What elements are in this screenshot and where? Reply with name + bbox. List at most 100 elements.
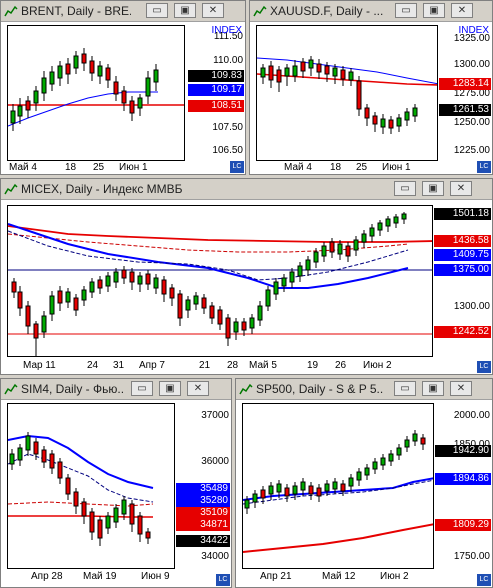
chart-window-xauusd[interactable]: XAUUSD.F, Daily - ... ▭ ▣ ✕	[249, 0, 493, 175]
minimize-button[interactable]: ▭	[394, 181, 416, 196]
time-label: 26	[335, 360, 347, 371]
chart-window-sp500[interactable]: SP500, Daily - S & P 5... ▭ ▣ ✕	[235, 378, 493, 588]
minimize-button[interactable]: ▭	[395, 3, 417, 18]
chart-icon	[4, 183, 18, 195]
chart-corner-icon[interactable]: LC	[477, 574, 491, 586]
window-titlebar[interactable]: MICEX, Daily - Индекс ММВБ ▭ ▣ ✕	[1, 179, 492, 200]
chart-window-brent[interactable]: BRENT, Daily - BRE... ▭ ▣ ✕	[0, 0, 246, 175]
price-plot[interactable]	[256, 25, 438, 161]
time-axis: Мар 11 24 31 Апр 7 21 28 Май 5 19 26 Июн…	[7, 359, 433, 373]
chart-corner-icon[interactable]: LC	[216, 574, 230, 586]
chart-window-sim4[interactable]: SIM4, Daily - Фью... ▭ ▣ ✕	[0, 378, 232, 588]
window-title: SP500, Daily - S & P 5...	[256, 382, 384, 396]
time-label: Июн 2	[363, 360, 392, 371]
time-axis: Апр 21 Май 12 Июн 2	[242, 570, 434, 584]
time-label: Июн 1	[119, 162, 148, 173]
chart-icon	[4, 383, 18, 395]
maximize-button[interactable]: ▣	[423, 3, 445, 18]
time-axis: Май 4 18 25 Июн 1	[7, 161, 185, 174]
window-titlebar[interactable]: XAUUSD.F, Daily - ... ▭ ▣ ✕	[250, 1, 492, 22]
time-label: 21	[199, 360, 211, 371]
time-label: 18	[65, 162, 77, 173]
price-tag: 34871	[176, 519, 230, 531]
price-tag: 1894.86	[435, 473, 491, 485]
price-tag: 35109	[176, 507, 230, 519]
time-label: Май 4	[9, 162, 37, 173]
time-label: 24	[87, 360, 99, 371]
price-tick: 110.00	[213, 55, 243, 66]
close-button[interactable]: ✕	[187, 381, 209, 396]
price-tick: 1250.00	[453, 117, 490, 128]
time-label: 28	[227, 360, 239, 371]
price-tick: 37000	[201, 410, 229, 421]
chart-window-micex[interactable]: MICEX, Daily - Индекс ММВБ ▭ ▣ ✕	[0, 178, 493, 375]
price-tick: 36000	[201, 456, 229, 467]
chart-icon	[4, 5, 18, 17]
price-tick: 107.50	[212, 122, 243, 133]
price-tag: 1261.53	[439, 104, 491, 116]
window-titlebar[interactable]: SP500, Daily - S & P 5... ▭ ▣ ✕	[236, 379, 492, 400]
minimize-button[interactable]: ▭	[131, 381, 153, 396]
price-plot[interactable]	[7, 205, 433, 357]
price-tick: 1850.00	[454, 439, 490, 450]
close-button[interactable]: ✕	[450, 381, 472, 396]
price-scale: 1325.00 1300.00 1275.00 1250.00 1225.00 …	[438, 25, 492, 161]
maximize-button[interactable]: ▣	[422, 381, 444, 396]
price-chart-svg	[8, 48, 184, 131]
time-label: Июн 2	[380, 571, 409, 582]
time-label: Май 12	[322, 571, 356, 582]
maximize-button[interactable]: ▣	[422, 181, 444, 196]
close-button[interactable]: ✕	[451, 3, 473, 18]
time-label: 19	[307, 360, 319, 371]
price-tag: 1409.75	[434, 249, 491, 261]
price-tag: 1501.18	[434, 208, 491, 220]
price-tick: 34000	[201, 551, 229, 562]
price-chart-svg	[8, 432, 154, 546]
price-chart-svg	[257, 56, 437, 134]
price-tick: 1225.00	[453, 145, 490, 156]
price-tag: 34422	[176, 535, 230, 547]
time-axis: Апр 28 Май 19 Июн 9	[7, 570, 175, 584]
chart-corner-icon[interactable]: LC	[477, 361, 491, 373]
chart-icon	[239, 383, 253, 395]
chart-icon	[253, 5, 267, 17]
time-axis: Май 4 18 25 Июн 1	[256, 161, 438, 174]
chart-corner-icon[interactable]: LC	[477, 161, 491, 173]
time-label: Май 5	[249, 360, 277, 371]
price-tick: 1300.00	[453, 59, 490, 70]
price-scale: 1400.00 1300.00 1501.18 1436.58 1409.75 …	[433, 205, 492, 357]
price-plot[interactable]	[242, 403, 434, 569]
window-title: MICEX, Daily - Индекс ММВБ	[21, 182, 183, 196]
window-title: SIM4, Daily - Фью...	[21, 382, 125, 396]
candlesticks	[10, 48, 159, 131]
candlesticks	[11, 212, 407, 356]
time-label: Апр 21	[260, 571, 292, 582]
candlesticks	[260, 56, 418, 134]
time-label: Июн 9	[141, 571, 170, 582]
time-label: 25	[93, 162, 105, 173]
price-tick: 1325.00	[453, 33, 490, 44]
maximize-button[interactable]: ▣	[174, 3, 196, 18]
time-label: 18	[330, 162, 342, 173]
price-tag: 109.17	[188, 84, 244, 96]
window-titlebar[interactable]: BRENT, Daily - BRE... ▭ ▣ ✕	[1, 1, 245, 22]
price-chart-svg	[8, 212, 432, 356]
window-titlebar[interactable]: SIM4, Daily - Фью... ▭ ▣ ✕	[1, 379, 231, 400]
maximize-button[interactable]: ▣	[159, 381, 181, 396]
price-tag: 1375.00	[434, 264, 491, 276]
price-tag: INDEX	[211, 25, 242, 36]
price-tag: 35489	[176, 483, 230, 495]
price-tag: 1942.90	[435, 445, 491, 457]
price-plot[interactable]	[7, 403, 175, 569]
price-tick: 2000.00	[453, 410, 490, 421]
minimize-button[interactable]: ▭	[146, 3, 168, 18]
price-plot[interactable]	[7, 25, 185, 161]
chart-corner-icon[interactable]: LC	[230, 161, 244, 173]
close-button[interactable]: ✕	[450, 181, 472, 196]
time-label: Апр 7	[139, 360, 165, 371]
close-button[interactable]: ✕	[202, 3, 224, 18]
minimize-button[interactable]: ▭	[394, 381, 416, 396]
price-tag: INDEX	[458, 25, 489, 36]
time-label: 31	[113, 360, 125, 371]
price-scale: 2000.00 1850.00 1750.00 1942.90 1894.86 …	[434, 403, 492, 569]
